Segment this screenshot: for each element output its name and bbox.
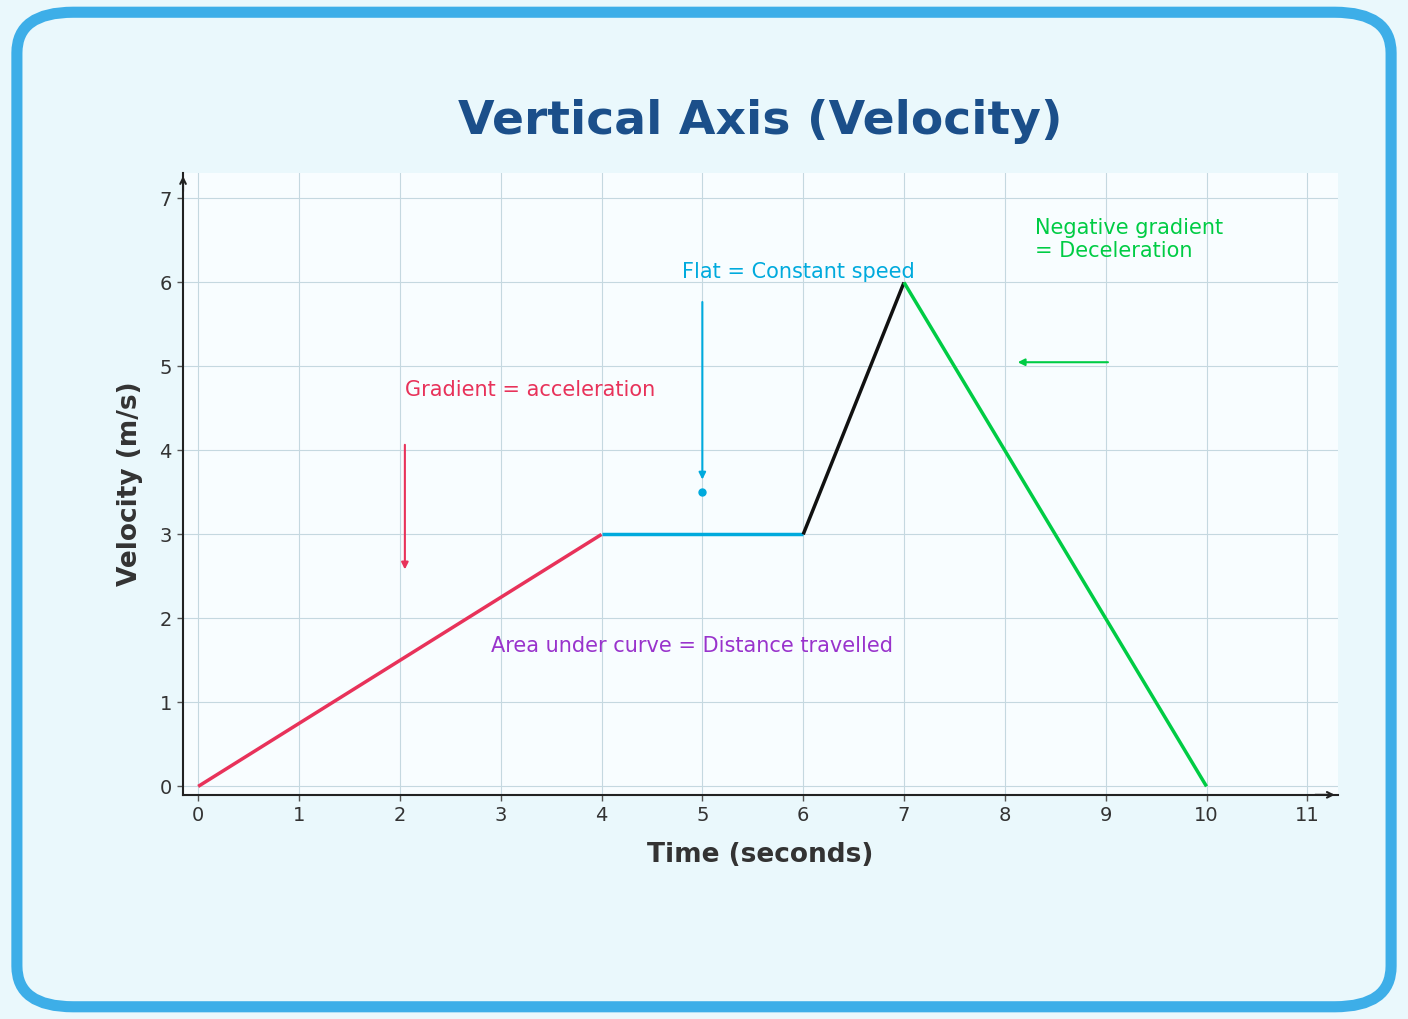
Text: Negative gradient
= Deceleration: Negative gradient = Deceleration bbox=[1035, 218, 1224, 262]
Text: Flat = Constant speed: Flat = Constant speed bbox=[681, 263, 915, 282]
X-axis label: Time (seconds): Time (seconds) bbox=[648, 842, 873, 867]
Text: Area under curve = Distance travelled: Area under curve = Distance travelled bbox=[491, 636, 893, 656]
Text: Gradient = acceleration: Gradient = acceleration bbox=[406, 380, 655, 400]
Y-axis label: Velocity (m/s): Velocity (m/s) bbox=[117, 382, 142, 586]
Title: Vertical Axis (Velocity): Vertical Axis (Velocity) bbox=[458, 99, 1063, 145]
